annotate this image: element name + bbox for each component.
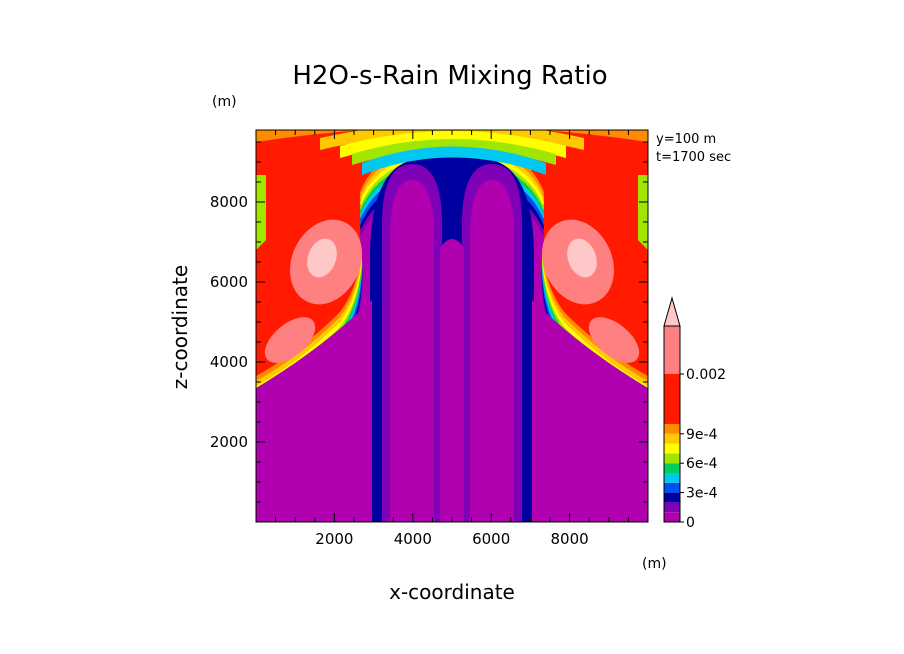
tower-left-core bbox=[390, 180, 434, 522]
cap-band-4 bbox=[362, 146, 546, 175]
tower-right-core bbox=[470, 180, 514, 522]
y-tick-label-8000: 8000 bbox=[210, 193, 248, 211]
colorbar-segment-11 bbox=[664, 326, 680, 374]
core-right-lower bbox=[588, 317, 640, 363]
edge-right bbox=[638, 175, 648, 250]
y-tick-label-4000: 4000 bbox=[210, 353, 248, 371]
annotation-y: y=100 m bbox=[656, 132, 716, 147]
x-tick-label-2000: 2000 bbox=[315, 530, 353, 548]
core-right-upper-max bbox=[567, 238, 597, 278]
colorbar-segment-2 bbox=[664, 492, 680, 503]
colorbar-segment-3 bbox=[664, 482, 680, 493]
colorbar-segment-4 bbox=[664, 473, 680, 483]
colorbar: 0 3e-4 6e-4 9e-4 0.002 bbox=[663, 296, 726, 531]
y-tick-label-2000: 2000 bbox=[210, 433, 248, 451]
axis-ticks: 2000 4000 6000 8000 2000 4000 6000 8000 bbox=[210, 130, 648, 548]
y-axis-unit: (m) bbox=[212, 94, 237, 110]
colorbar-tick-label-6e-4: 6e-4 bbox=[686, 456, 718, 472]
core-left-lower bbox=[264, 317, 316, 363]
colorbar-segment-8 bbox=[664, 433, 680, 444]
x-tick-label-6000: 6000 bbox=[472, 530, 510, 548]
x-axis-unit: (m) bbox=[642, 556, 667, 572]
x-tick-label-8000: 8000 bbox=[551, 530, 589, 548]
chart-title: H2O-s-Rain Mixing Ratio bbox=[292, 61, 607, 91]
tower-gap bbox=[440, 239, 464, 522]
colorbar-segment-0 bbox=[664, 512, 680, 522]
colorbar-tick-label-9e-4: 9e-4 bbox=[686, 427, 718, 443]
x-tick-label-4000: 4000 bbox=[394, 530, 432, 548]
colorbar-segment-9 bbox=[664, 424, 680, 434]
colorbar-segment-7 bbox=[664, 443, 680, 454]
core-left-upper-max bbox=[307, 238, 337, 278]
colorbar-segment-1 bbox=[664, 502, 680, 513]
y-axis-label: z-coordinate bbox=[168, 265, 192, 389]
cap-band-2 bbox=[340, 131, 566, 158]
annotation-t: t=1700 sec bbox=[656, 150, 731, 165]
colorbar-tick-label-0: 0 bbox=[686, 515, 695, 531]
x-axis-label: x-coordinate bbox=[389, 580, 515, 604]
colorbar-extend-max bbox=[663, 296, 681, 327]
y-tick-label-6000: 6000 bbox=[210, 273, 248, 291]
colorbar-segment-6 bbox=[664, 453, 680, 464]
colorbar-tick-label-0.002: 0.002 bbox=[686, 367, 726, 383]
cap-band-1 bbox=[320, 130, 584, 150]
colorbar-tick-label-3e-4: 3e-4 bbox=[686, 486, 718, 502]
cap-band-3 bbox=[352, 139, 556, 165]
edge-left bbox=[256, 175, 266, 250]
colorbar-frame bbox=[663, 325, 681, 523]
contour-field bbox=[256, 130, 648, 522]
lower-left-fill bbox=[256, 300, 372, 522]
colorbar-segment-10 bbox=[664, 374, 680, 424]
colorbar-segment-5 bbox=[664, 463, 680, 473]
lower-right-fill bbox=[532, 300, 648, 522]
